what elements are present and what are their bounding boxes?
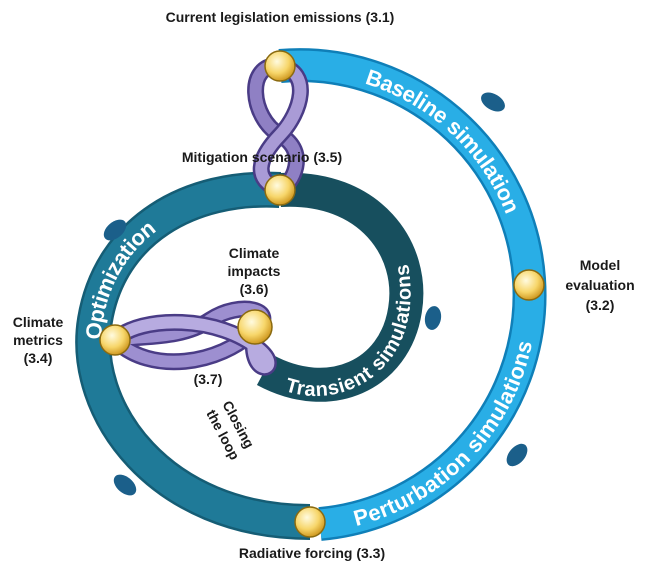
- label: Radiative forcing (3.3): [239, 545, 385, 561]
- label: Mitigation scenario (3.5): [182, 149, 342, 165]
- node: [237, 309, 273, 345]
- label: metrics: [13, 332, 63, 348]
- band-label: Baseline simulation: [363, 64, 525, 217]
- band-label: Transient simulations: [283, 263, 415, 401]
- label: evaluation: [565, 277, 634, 293]
- node: [99, 324, 131, 356]
- label: Current legislation emissions (3.1): [166, 9, 395, 25]
- label: (3.7): [194, 371, 223, 387]
- loop: [109, 316, 275, 374]
- nodes: [99, 50, 545, 538]
- node: [294, 506, 326, 538]
- label: (3.2): [586, 297, 615, 313]
- node: [264, 50, 296, 82]
- label: Climate: [229, 245, 280, 261]
- label: (3.6): [240, 281, 269, 297]
- loops: [106, 57, 309, 376]
- node: [264, 174, 296, 206]
- label: impacts: [228, 263, 281, 279]
- hand-icon: [506, 443, 528, 467]
- hand-icon: [103, 219, 127, 241]
- node: [513, 269, 545, 301]
- inner-band: [256, 172, 424, 402]
- hand-icons: [103, 92, 528, 496]
- label: Model: [580, 257, 620, 273]
- baseline-label: Baseline simulation: [363, 64, 525, 217]
- loop: [255, 60, 307, 196]
- transient-label: Transient simulations: [283, 263, 415, 401]
- hand-icon: [113, 474, 137, 496]
- label: Climate: [13, 314, 64, 330]
- hand-icon: [424, 306, 442, 330]
- label: (3.4): [24, 350, 53, 366]
- hand-icon: [481, 92, 505, 112]
- middle-band: [77, 174, 311, 538]
